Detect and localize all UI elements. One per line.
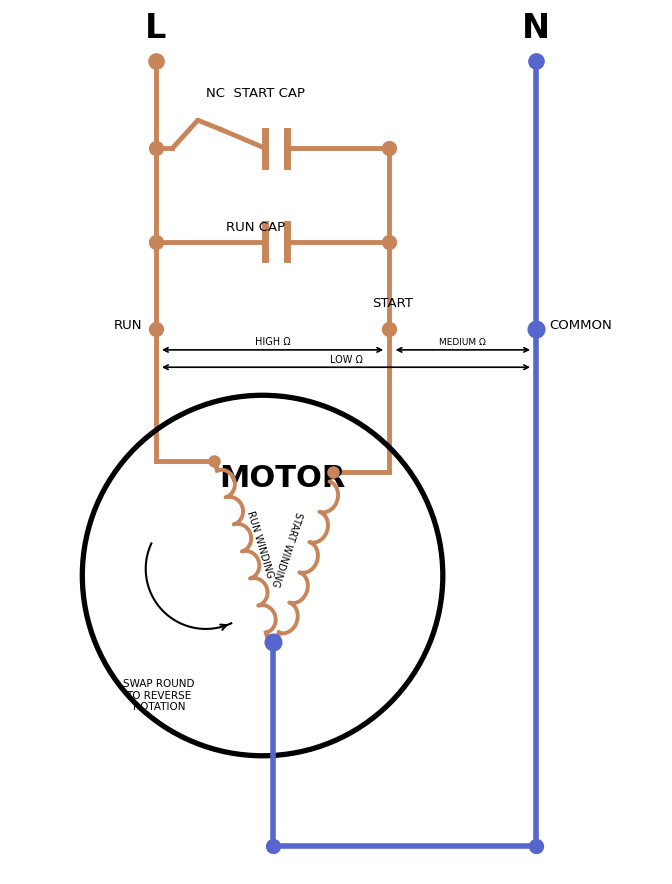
Text: SWAP ROUND
TO REVERSE
ROTATION: SWAP ROUND TO REVERSE ROTATION xyxy=(124,679,195,713)
Text: LOW Ω: LOW Ω xyxy=(329,354,362,364)
Text: HIGH Ω: HIGH Ω xyxy=(255,337,290,347)
Text: START: START xyxy=(372,297,413,309)
Text: N: N xyxy=(522,11,550,45)
Text: START WINDING: START WINDING xyxy=(269,510,304,588)
Text: NC  START CAP: NC START CAP xyxy=(206,88,305,100)
Text: MOTOR: MOTOR xyxy=(219,464,346,493)
Text: RUN CAP: RUN CAP xyxy=(226,221,286,233)
Text: RUN WINDING: RUN WINDING xyxy=(245,509,274,579)
Text: MEDIUM Ω: MEDIUM Ω xyxy=(439,339,487,347)
Text: COMMON: COMMON xyxy=(550,318,612,332)
Text: RUN: RUN xyxy=(114,318,142,332)
Text: L: L xyxy=(145,11,167,45)
